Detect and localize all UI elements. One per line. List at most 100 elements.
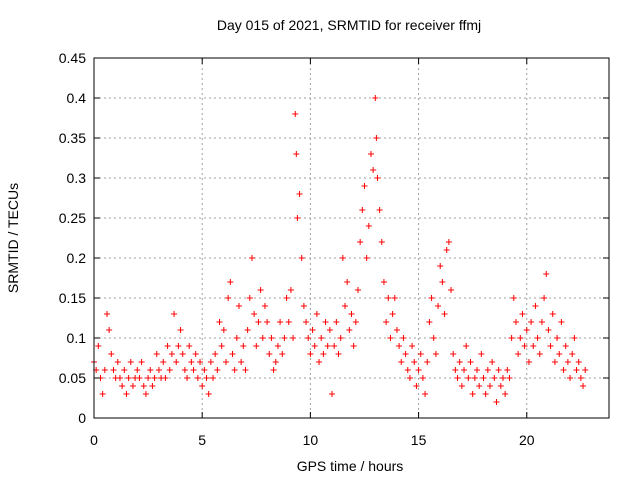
data-point [357, 239, 364, 245]
data-point [402, 351, 409, 357]
data-point [186, 343, 193, 349]
data-point [489, 359, 496, 365]
data-point [461, 367, 468, 373]
data-point [240, 343, 247, 349]
data-point [352, 319, 359, 325]
data-point [441, 311, 448, 317]
data-point [244, 327, 251, 333]
data-point [220, 327, 227, 333]
data-point [101, 367, 108, 373]
data-points [91, 95, 589, 405]
data-point [502, 391, 509, 397]
data-point [320, 351, 327, 357]
data-point [119, 383, 126, 389]
y-tick-label: 0.3 [67, 170, 87, 186]
data-point [188, 359, 195, 365]
data-point [554, 335, 561, 341]
data-point [506, 375, 513, 381]
data-point [274, 343, 281, 349]
data-point [160, 359, 167, 365]
y-tick-label: 0.15 [59, 290, 86, 306]
data-point [106, 327, 113, 333]
data-point [248, 255, 255, 261]
data-point [541, 295, 548, 301]
data-point [218, 343, 225, 349]
data-point [508, 335, 515, 341]
data-point [125, 375, 132, 381]
data-point [515, 351, 522, 357]
plot-frame [93, 57, 610, 419]
data-point [450, 351, 457, 357]
data-point [380, 279, 387, 285]
data-point [246, 295, 253, 301]
data-point [385, 295, 392, 301]
data-point [127, 359, 134, 365]
data-point [562, 343, 569, 349]
data-point [255, 319, 262, 325]
data-point [270, 367, 277, 373]
data-point [181, 367, 188, 373]
data-point [467, 359, 474, 365]
data-point [545, 327, 552, 333]
data-point [184, 375, 191, 381]
data-point [296, 191, 303, 197]
data-point [300, 303, 307, 309]
data-point [393, 327, 400, 333]
data-point [443, 247, 450, 253]
data-point [108, 351, 115, 357]
data-point [326, 327, 333, 333]
data-point [573, 367, 580, 373]
data-point [140, 383, 147, 389]
data-point [222, 359, 229, 365]
x-axis-label: GPS time / hours [297, 458, 404, 474]
data-point [495, 367, 502, 373]
data-point [530, 343, 537, 349]
data-point [454, 375, 461, 381]
data-point [569, 351, 576, 357]
data-point [411, 359, 418, 365]
data-point [528, 319, 535, 325]
data-point [342, 303, 349, 309]
data-point [474, 367, 481, 373]
data-point [409, 343, 416, 349]
data-point [136, 375, 143, 381]
data-point [210, 375, 217, 381]
data-point [116, 375, 123, 381]
data-point [558, 319, 565, 325]
data-point [251, 311, 258, 317]
data-point [361, 183, 368, 189]
data-point [166, 367, 173, 373]
data-point [556, 351, 563, 357]
data-point [231, 367, 238, 373]
data-point [439, 279, 446, 285]
data-point [322, 319, 329, 325]
x-tick-label: 20 [519, 432, 535, 448]
data-point [404, 367, 411, 373]
data-point [426, 319, 433, 325]
data-point [281, 335, 288, 341]
data-point [233, 335, 240, 341]
data-point [225, 295, 232, 301]
data-point [458, 383, 465, 389]
data-point [238, 359, 245, 365]
data-point [469, 391, 476, 397]
data-point [331, 343, 338, 349]
data-point [577, 375, 584, 381]
data-point [307, 351, 314, 357]
data-point [378, 239, 385, 245]
data-point [391, 295, 398, 301]
data-point [465, 375, 472, 381]
y-tick-label: 0 [78, 410, 86, 426]
y-tick-label: 0.25 [59, 210, 86, 226]
data-point [424, 359, 431, 365]
data-point [303, 319, 310, 325]
data-point [367, 151, 374, 157]
data-point [259, 335, 266, 341]
data-point [190, 367, 197, 373]
data-point [333, 319, 340, 325]
data-point [205, 391, 212, 397]
data-point [510, 295, 517, 301]
data-point [149, 383, 156, 389]
data-point [95, 343, 102, 349]
data-point [227, 279, 234, 285]
